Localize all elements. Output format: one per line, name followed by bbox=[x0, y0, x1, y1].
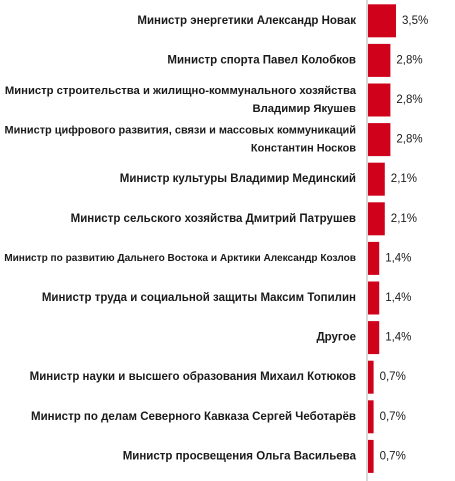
category-labels-group: Министр энергетики Александр Новак Минист… bbox=[4, 15, 357, 463]
value-labels-group: 3,5% 2,8% 2,8% 2,8% 2,1% 2,1% 1,4% 1,4% 1,4% 0,7%… bbox=[380, 15, 429, 463]
category-label-line: Министр просвещения Ольга Васильева bbox=[123, 450, 357, 462]
category-label-line: Министр цифрового развития, связи и масс… bbox=[4, 124, 356, 136]
value-label: 3,5% bbox=[402, 15, 428, 27]
category-label-line: Министр энергетики Александр Новак bbox=[137, 15, 356, 27]
value-label: 1,4% bbox=[385, 332, 411, 344]
category-label: Министр просвещения Ольга Васильева bbox=[123, 450, 357, 462]
bar bbox=[368, 400, 374, 434]
bar bbox=[368, 202, 385, 236]
category-label: Министр культуры Владимир Мединский bbox=[120, 173, 356, 185]
bar bbox=[368, 241, 380, 275]
category-label-line: Другое bbox=[316, 332, 356, 344]
category-label: Министр труда и социальной защиты Максим… bbox=[42, 292, 356, 304]
category-label-line: Министр науки и высшего образования Миха… bbox=[30, 371, 356, 383]
value-label: 0,7% bbox=[380, 450, 406, 462]
bar bbox=[368, 123, 391, 157]
category-label-line: Константин Носков bbox=[251, 142, 356, 154]
value-label: 2,1% bbox=[391, 213, 417, 225]
bar bbox=[368, 43, 391, 77]
value-label: 0,7% bbox=[380, 371, 406, 383]
value-label: 1,4% bbox=[385, 252, 411, 264]
category-label-line: Министр по развитию Дальнего Востока и А… bbox=[4, 253, 356, 264]
bar bbox=[368, 162, 385, 196]
bar bbox=[368, 83, 391, 117]
category-label: Министр науки и высшего образования Миха… bbox=[30, 371, 356, 383]
category-label: Другое bbox=[316, 332, 356, 344]
category-label-line: Министр спорта Павел Колобков bbox=[167, 54, 356, 66]
value-label: 2,1% bbox=[391, 173, 417, 185]
category-label: Министр строительства и жилищно-коммунал… bbox=[5, 85, 357, 115]
value-label: 2,8% bbox=[396, 94, 422, 106]
category-label: Министр спорта Павел Колобков bbox=[167, 54, 356, 66]
category-label-line: Министр строительства и жилищно-коммунал… bbox=[5, 85, 357, 97]
category-label-line: Владимир Якушев bbox=[253, 103, 357, 115]
value-label: 0,7% bbox=[380, 411, 406, 423]
bar bbox=[368, 4, 396, 38]
value-label: 1,4% bbox=[385, 292, 411, 304]
category-label-line: Министр по делам Северного Кавказа Серге… bbox=[31, 411, 356, 423]
category-label-line: Министр труда и социальной защиты Максим… bbox=[42, 292, 356, 304]
category-label-line: Министр культуры Владимир Мединский bbox=[120, 173, 356, 185]
bar bbox=[368, 281, 380, 315]
category-label: Министр по делам Северного Кавказа Серге… bbox=[31, 411, 356, 423]
category-label: Министр по развитию Дальнего Востока и А… bbox=[4, 253, 356, 264]
bar bbox=[368, 321, 380, 355]
bar bbox=[368, 439, 374, 473]
bar bbox=[368, 360, 374, 394]
value-label: 2,8% bbox=[396, 54, 422, 66]
bars-group bbox=[368, 4, 396, 473]
category-label: Министр энергетики Александр Новак bbox=[137, 15, 356, 27]
category-label: Министр сельского хозяйства Дмитрий Патр… bbox=[71, 213, 356, 225]
value-label: 2,8% bbox=[396, 134, 422, 146]
category-label: Министр цифрового развития, связи и масс… bbox=[4, 124, 356, 154]
category-label-line: Министр сельского хозяйства Дмитрий Патр… bbox=[71, 213, 356, 225]
